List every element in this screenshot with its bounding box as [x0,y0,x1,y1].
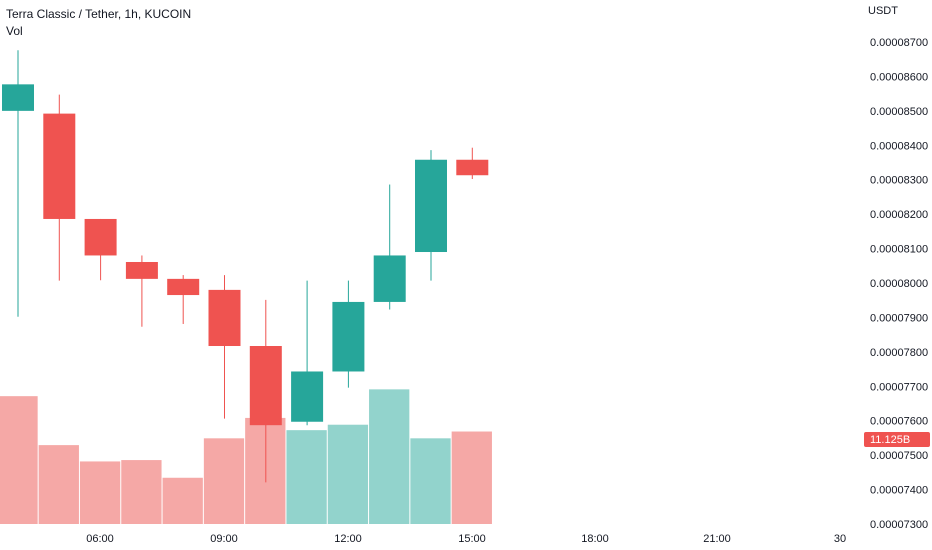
candle-body [249,346,282,426]
price-tick-label: 0.00007900 [870,312,928,324]
candle-body [167,278,200,296]
volume-bar [203,438,245,524]
price-tick-label: 0.00008100 [870,244,928,256]
volume-bar [286,430,327,524]
chart-legend: Terra Classic / Tether, 1h, KUCOIN Vol [6,6,191,40]
volume-bar [162,477,203,524]
candle-body [373,255,406,302]
volume-bar [121,460,162,524]
volume-bar [327,424,369,524]
time-tick-label: 09:00 [210,533,238,545]
price-badges: 0.000085200.0000831308:150.000080340.000… [864,432,930,447]
currency-label: USDT [868,5,898,17]
price-tick-label: 0.00008200 [870,209,928,221]
price-tick-label: 0.00007800 [870,347,928,359]
time-axis[interactable]: 06:00 09:00 12:00 15:00 18:00 21:00 30 [86,533,846,545]
time-tick-label: 12:00 [334,533,362,545]
symbol-title[interactable]: Terra Classic / Tether, 1h, KUCOIN [6,7,192,21]
volume-badge-text: 11.125B [870,434,910,446]
price-tick-label: 0.00008700 [870,37,928,49]
candle-body [456,159,489,176]
candle-body [291,371,324,422]
volume-bar [410,438,451,524]
price-tick-label: 0.00008000 [870,278,928,290]
volume-bars [0,389,492,524]
candle-body [208,289,241,347]
candle-body [125,261,158,279]
price-axis[interactable]: USDT 0.00008700 0.00008600 0.00008500 0.000… [868,5,928,531]
price-tick-label: 0.00007300 [870,519,928,531]
time-tick-label: 18:00 [581,533,609,545]
price-tick-label: 0.00007700 [870,381,928,393]
price-tick-label: 0.00007600 [870,416,928,428]
candle-body [84,218,117,256]
candles [2,50,489,483]
time-tick-label: 15:00 [458,533,486,545]
time-tick-label: 06:00 [86,533,114,545]
price-tick-label: 0.00007500 [870,450,928,462]
volume-indicator-label[interactable]: Vol [6,24,23,38]
price-tick-label: 0.00008300 [870,175,928,187]
time-tick-label: 30 [834,533,846,545]
candle-body [2,84,34,111]
candle-body [332,301,365,372]
price-tick-label: 0.00008600 [870,71,928,83]
volume-bar [0,396,38,524]
candle-body [415,159,447,253]
time-tick-label: 21:00 [703,533,731,545]
price-tick-label: 0.00007400 [870,485,928,497]
volume-bar [369,389,410,524]
volume-bar [79,461,121,524]
price-tick-label: 0.00008400 [870,140,928,152]
price-tick-label: 0.00008500 [870,106,928,118]
volume-bar [38,445,79,524]
volume-badge-bg [864,432,930,447]
candle-body [43,113,76,219]
volume-bar [451,431,492,524]
